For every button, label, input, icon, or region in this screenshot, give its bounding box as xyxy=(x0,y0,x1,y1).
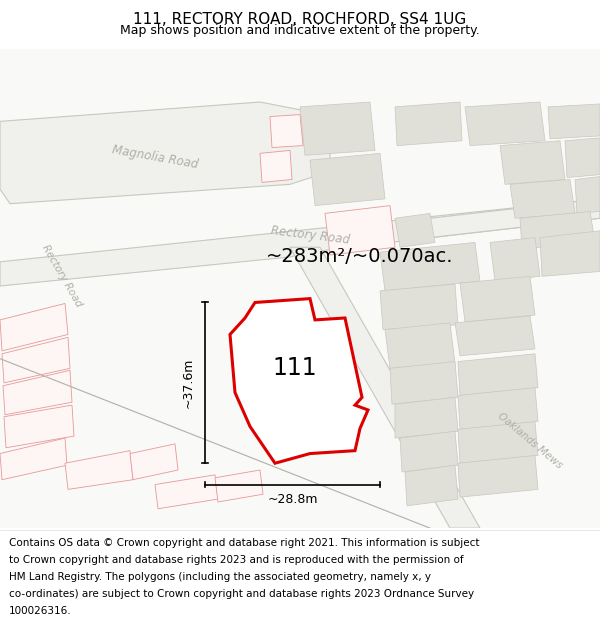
Polygon shape xyxy=(2,338,70,383)
Polygon shape xyxy=(310,153,385,206)
Polygon shape xyxy=(500,141,565,184)
Polygon shape xyxy=(155,475,218,509)
Polygon shape xyxy=(0,102,330,204)
Polygon shape xyxy=(548,104,600,139)
Polygon shape xyxy=(540,231,600,276)
Text: Contains OS data © Crown copyright and database right 2021. This information is : Contains OS data © Crown copyright and d… xyxy=(9,538,479,548)
Polygon shape xyxy=(565,138,600,178)
Polygon shape xyxy=(0,136,58,189)
Polygon shape xyxy=(325,206,395,255)
Polygon shape xyxy=(270,114,303,148)
Polygon shape xyxy=(380,242,480,291)
Text: Oaklands Mews: Oaklands Mews xyxy=(496,411,564,471)
Polygon shape xyxy=(458,354,538,396)
Polygon shape xyxy=(395,213,435,248)
Polygon shape xyxy=(300,102,375,155)
Polygon shape xyxy=(260,151,292,182)
Polygon shape xyxy=(400,431,458,472)
Polygon shape xyxy=(460,276,535,322)
Polygon shape xyxy=(230,299,368,463)
Polygon shape xyxy=(3,370,72,415)
Polygon shape xyxy=(395,398,458,438)
Polygon shape xyxy=(290,248,480,528)
Text: ~283m²/~0.070ac.: ~283m²/~0.070ac. xyxy=(266,248,454,266)
Polygon shape xyxy=(390,361,458,404)
Text: Rectory Road: Rectory Road xyxy=(270,224,350,247)
Polygon shape xyxy=(0,438,67,480)
Polygon shape xyxy=(510,179,575,218)
Polygon shape xyxy=(465,102,545,146)
Text: co-ordinates) are subject to Crown copyright and database rights 2023 Ordnance S: co-ordinates) are subject to Crown copyr… xyxy=(9,589,474,599)
Polygon shape xyxy=(458,456,538,497)
Polygon shape xyxy=(430,199,600,238)
Polygon shape xyxy=(0,49,600,528)
Polygon shape xyxy=(395,102,462,146)
Polygon shape xyxy=(405,465,458,506)
Text: Map shows position and indicative extent of the property.: Map shows position and indicative extent… xyxy=(120,24,480,36)
Text: Magnolia Road: Magnolia Road xyxy=(111,143,199,171)
Polygon shape xyxy=(0,199,600,286)
Polygon shape xyxy=(215,470,263,502)
Text: to Crown copyright and database rights 2023 and is reproduced with the permissio: to Crown copyright and database rights 2… xyxy=(9,555,464,565)
Text: 111, RECTORY ROAD, ROCHFORD, SS4 1UG: 111, RECTORY ROAD, ROCHFORD, SS4 1UG xyxy=(133,12,467,27)
Polygon shape xyxy=(520,211,595,249)
Polygon shape xyxy=(490,238,540,281)
Text: Rectory Road: Rectory Road xyxy=(40,244,84,309)
Polygon shape xyxy=(380,284,458,329)
Polygon shape xyxy=(0,304,68,351)
Text: 111: 111 xyxy=(272,356,317,381)
Polygon shape xyxy=(458,422,538,463)
Polygon shape xyxy=(458,388,538,429)
Polygon shape xyxy=(385,323,455,368)
Polygon shape xyxy=(575,177,600,213)
Polygon shape xyxy=(4,405,74,448)
Polygon shape xyxy=(130,444,178,480)
Text: 100026316.: 100026316. xyxy=(9,606,71,616)
Text: ~28.8m: ~28.8m xyxy=(268,492,318,506)
Text: HM Land Registry. The polygons (including the associated geometry, namely x, y: HM Land Registry. The polygons (includin… xyxy=(9,572,431,582)
Text: ~37.6m: ~37.6m xyxy=(182,357,194,408)
Polygon shape xyxy=(65,451,133,489)
Polygon shape xyxy=(455,316,535,356)
